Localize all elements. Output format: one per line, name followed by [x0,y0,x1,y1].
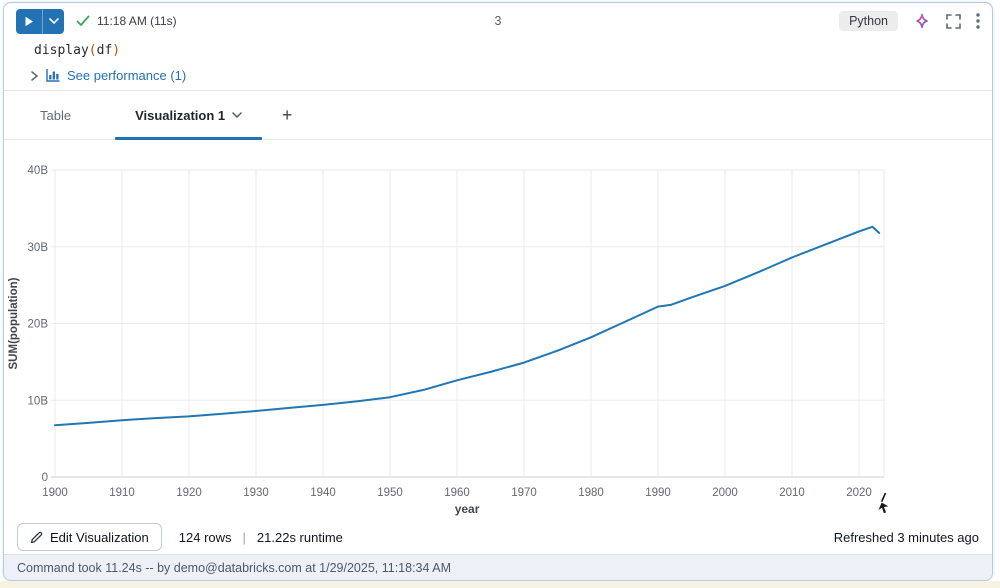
svg-text:1990: 1990 [645,487,671,499]
svg-text:2010: 2010 [779,487,805,499]
cell-header: 11:18 AM (11s) 3 Python [4,3,992,39]
result-tab-bar: Table Visualization 1 + [4,91,992,140]
performance-row: See performance (1) [4,61,992,90]
notebook-cell: 11:18 AM (11s) 3 Python [3,2,993,581]
svg-text:1960: 1960 [444,487,470,499]
bar-chart-icon [46,69,60,82]
svg-text:year: year [455,502,480,516]
runtime: 21.22s runtime [256,529,343,545]
run-options-chevron-down-icon[interactable] [42,8,64,34]
svg-text:1950: 1950 [377,487,403,499]
see-performance-link[interactable]: See performance (1) [46,68,186,83]
svg-text:2000: 2000 [712,487,738,499]
play-icon[interactable] [16,9,42,34]
code-close-paren: ) [112,42,121,58]
page-background-strip [0,581,1000,588]
svg-text:10B: 10B [28,395,49,407]
last-run-time: 11:18 AM (11s) [97,14,177,28]
fullscreen-icon[interactable] [946,13,961,29]
tab-visualization-1[interactable]: Visualization 1 [115,91,263,140]
chevron-right-icon[interactable] [31,70,38,81]
svg-text:1900: 1900 [42,487,68,499]
svg-text:1910: 1910 [109,487,135,499]
svg-text:1920: 1920 [176,487,202,499]
code-open-paren: ( [88,42,97,58]
assistant-sparkle-icon[interactable] [913,12,931,30]
svg-text:2020: 2020 [846,487,872,499]
code-argument: df [96,42,113,58]
pencil-icon [30,531,43,543]
svg-text:1930: 1930 [243,487,269,499]
code-line[interactable]: display(df) [4,39,992,61]
chevron-down-icon[interactable] [232,112,242,118]
svg-text:20B: 20B [28,319,49,331]
refreshed-status: Refreshed 3 minutes ago [833,529,979,545]
svg-text:40B: 40B [28,165,49,177]
success-check-icon [76,15,90,27]
kebab-menu-icon[interactable] [976,13,980,29]
language-badge[interactable]: Python [839,11,898,31]
code-function: display [34,42,89,58]
svg-text:1970: 1970 [511,487,537,499]
edit-visualization-button[interactable]: Edit Visualization [17,523,162,551]
row-count: 124 rows [178,529,232,545]
edit-visualization-label: Edit Visualization [50,529,149,545]
run-button[interactable] [16,8,64,34]
chart-svg: 0 10B 20B 30B 40B 1900 1910 1920 1930 1940 1950 196… [8,165,885,516]
chart-area: 0 10B 20B 30B 40B 1900 1910 1920 1930 1940 1950 196… [4,140,992,520]
result-stats: 124 rows | 21.22s runtime [179,530,343,545]
svg-text:30B: 30B [28,242,49,254]
stats-separator: | [242,529,246,545]
active-tab-underline [115,137,263,140]
svg-text:1940: 1940 [310,487,336,499]
tab-visualization-1-label: Visualization 1 [135,107,226,123]
svg-text:1980: 1980 [578,487,604,499]
result-bottom-bar: Edit Visualization 124 rows | 21.22s run… [4,520,992,554]
divider [4,90,992,91]
command-status-text: Command took 11.24s -- by demo@databrick… [17,560,451,575]
tab-table-label: Table [40,107,72,123]
see-performance-label: See performance (1) [67,68,187,83]
svg-text:SUM(population): SUM(population) [8,277,20,369]
cell-number: 3 [494,14,502,28]
svg-text:0: 0 [42,472,48,484]
command-status-footer: Command took 11.24s -- by demo@databrick… [4,554,992,580]
tab-table[interactable]: Table [18,91,93,139]
add-visualization-button[interactable]: + [281,104,293,125]
